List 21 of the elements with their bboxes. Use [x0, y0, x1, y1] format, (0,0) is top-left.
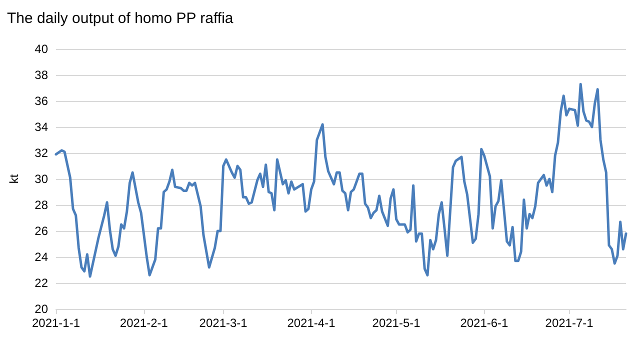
y-tick-label: 30 — [34, 172, 48, 186]
y-tick-label: 24 — [34, 250, 48, 264]
y-tick-label: 28 — [34, 198, 48, 212]
y-tick-label: 22 — [34, 276, 48, 290]
line-series — [54, 82, 628, 278]
y-tick-label: 34 — [34, 120, 48, 134]
x-tick-label: 2021-7-1 — [545, 316, 594, 330]
y-tick-label: 38 — [34, 68, 48, 82]
y-axis-title: kt — [7, 174, 21, 184]
y-tick-label: 26 — [34, 224, 48, 238]
y-tick-label: 20 — [34, 302, 48, 316]
x-tick-label: 2021-5-1 — [372, 316, 421, 330]
x-tick-label: 2021-6-1 — [460, 316, 509, 330]
y-tick-label: 40 — [34, 42, 48, 56]
x-tick-label: 2021-4-1 — [287, 316, 336, 330]
chart-title: The daily output of homo PP raffia — [7, 10, 234, 27]
x-tick-label: 2021-1-1 — [32, 316, 80, 330]
x-tick-label: 2021-3-1 — [199, 316, 248, 330]
y-tick-label: 32 — [34, 146, 48, 160]
y-tick-label: 36 — [34, 94, 48, 108]
x-tick-label: 2021-2-1 — [120, 316, 168, 330]
